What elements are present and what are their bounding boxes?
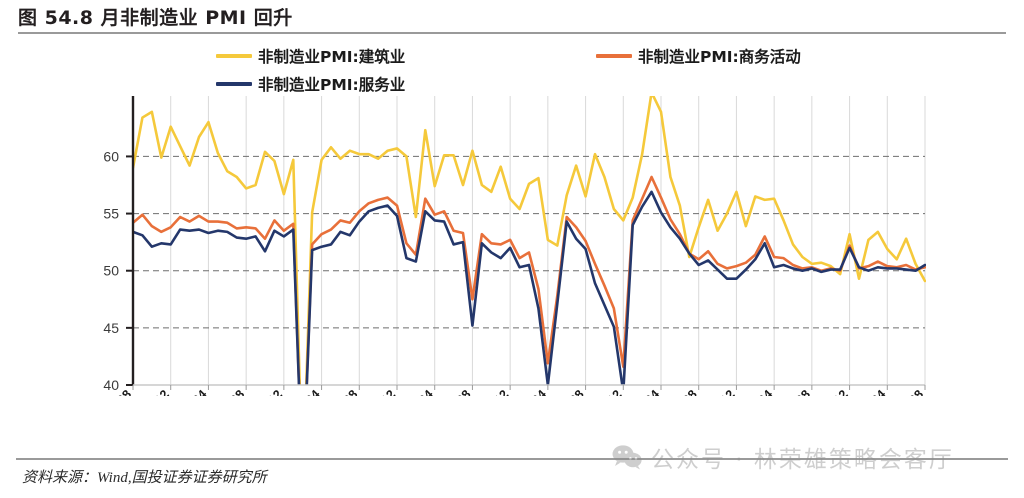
svg-text:2023-12: 2023-12	[695, 387, 737, 396]
svg-text:2018-12: 2018-12	[129, 387, 171, 396]
svg-text:60: 60	[103, 148, 119, 164]
svg-text:55: 55	[103, 206, 119, 222]
series-line-business	[132, 175, 926, 385]
svg-text:2021-12: 2021-12	[469, 387, 511, 396]
series-line-services	[132, 190, 926, 385]
legend-label-business: 非制造业PMI:商务活动	[638, 48, 801, 66]
gridlines	[132, 96, 926, 385]
watermark-text: 公众号 · 林荣雄策略会客厅	[651, 447, 954, 473]
svg-text:2025-08: 2025-08	[884, 387, 926, 396]
svg-text:2020-12: 2020-12	[356, 387, 398, 396]
svg-text:2020-04: 2020-04	[280, 387, 322, 396]
svg-text:2022-12: 2022-12	[582, 387, 624, 396]
svg-text:2022-04: 2022-04	[507, 387, 549, 396]
svg-text:2024-12: 2024-12	[808, 387, 850, 396]
x-axis: 2018-082018-122019-042019-082019-122020-…	[92, 385, 926, 396]
svg-text:2019-12: 2019-12	[243, 387, 285, 396]
legend-swatch-business	[596, 54, 632, 58]
svg-text:2024-04: 2024-04	[733, 387, 775, 396]
series-group	[132, 96, 926, 385]
legend-swatch-construction	[216, 54, 252, 58]
legend-item-services[interactable]: 非制造业PMI:服务业	[216, 73, 405, 95]
plot-area: 40 45 50 55 60 2018-082018-122019-042019-0820…	[0, 96, 1024, 396]
chart-legend: 非制造业PMI:建筑业 非制造业PMI:商务活动 非制造业PMI:服务业	[0, 40, 1024, 98]
svg-text:50: 50	[103, 263, 119, 279]
legend-item-business[interactable]: 非制造业PMI:商务活动	[596, 45, 801, 67]
wechat-icon	[612, 445, 642, 470]
title-row: 图 54.8 月非制造业 PMI 回升	[18, 3, 1008, 31]
svg-text:2019-04: 2019-04	[167, 387, 209, 396]
watermark: 公众号 · 林荣雄策略会客厅	[612, 440, 954, 474]
axis-lines	[131, 96, 925, 386]
svg-text:2021-08: 2021-08	[431, 387, 473, 396]
legend-label-construction: 非制造业PMI:建筑业	[258, 48, 406, 66]
svg-text:2020-08: 2020-08	[318, 387, 360, 396]
legend-label-services: 非制造业PMI:服务业	[258, 76, 406, 94]
svg-text:2021-04: 2021-04	[393, 387, 435, 396]
svg-text:45: 45	[103, 320, 119, 336]
legend-item-construction[interactable]: 非制造业PMI:建筑业	[216, 45, 405, 67]
svg-text:2022-08: 2022-08	[544, 387, 586, 396]
title-divider	[18, 32, 1006, 34]
svg-text:40: 40	[103, 377, 119, 393]
series-line-construction	[132, 96, 926, 385]
svg-text:2025-04: 2025-04	[846, 387, 888, 396]
page-title: 图 54.8 月非制造业 PMI 回升	[18, 7, 293, 29]
svg-text:2019-08: 2019-08	[205, 387, 247, 396]
source-note: 资料来源：Wind,国投证券证券研究所	[22, 470, 267, 486]
svg-text:2024-08: 2024-08	[771, 387, 813, 396]
line-chart: 40 45 50 55 60 2018-082018-122019-042019-0820…	[92, 96, 926, 396]
svg-text:2023-08: 2023-08	[657, 387, 699, 396]
svg-text:2023-04: 2023-04	[620, 387, 662, 396]
footer-divider	[16, 458, 1008, 460]
legend-swatch-services	[216, 82, 252, 86]
